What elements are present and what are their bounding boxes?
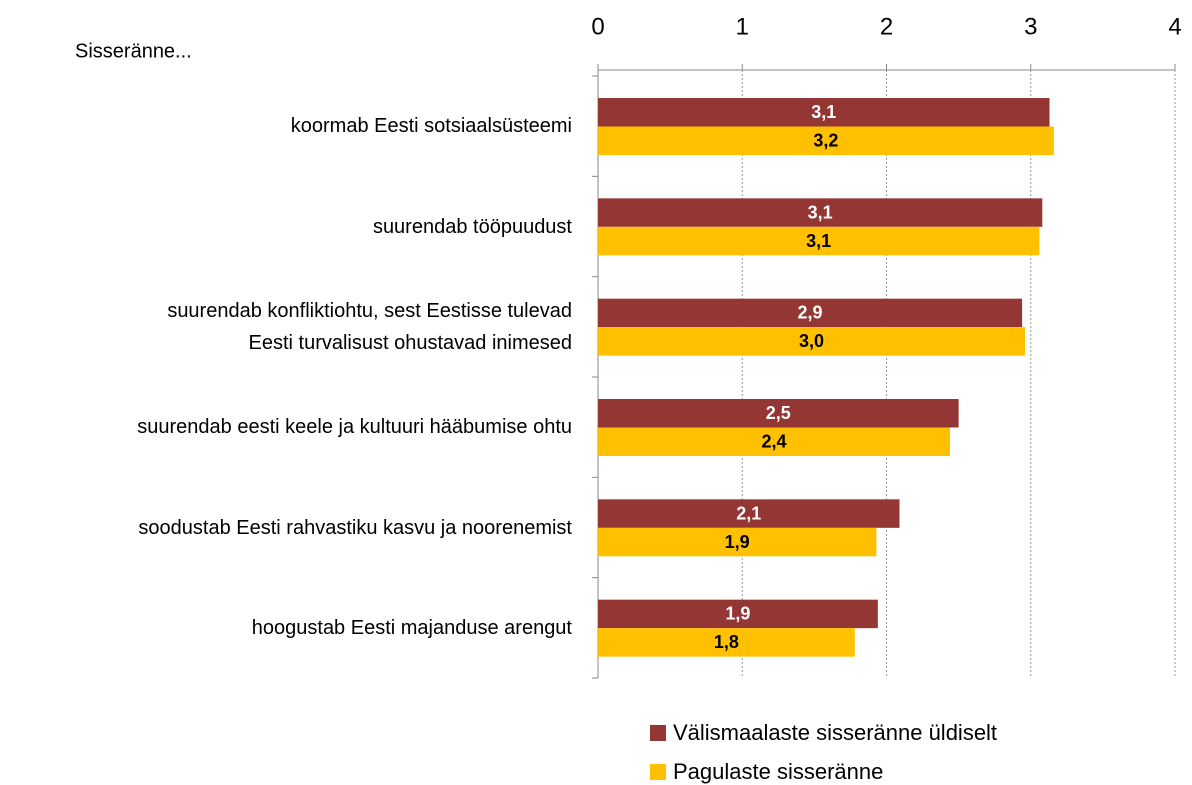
x-tick-label: 3 [1024, 13, 1037, 40]
data-label: 3,2 [813, 131, 838, 151]
bar [598, 527, 877, 557]
chart-subtitle: Sisseränne... [75, 40, 192, 62]
category-label: suurendab konfliktiohtu, sest Eestisse t… [167, 299, 572, 354]
legend-swatch [650, 725, 666, 741]
category-label: koormab Eesti sotsiaalsüsteemi [290, 115, 572, 138]
bar [598, 198, 1043, 227]
data-label: 1,9 [725, 532, 750, 552]
category-label: suurendab tööpuudust [372, 215, 572, 238]
bar [598, 226, 1040, 256]
bar [598, 427, 950, 456]
bar [598, 628, 855, 657]
category-label: suurendab eesti keele ja kultuuri hääbum… [137, 416, 572, 439]
data-label: 2,5 [766, 403, 791, 423]
data-label: 3,0 [799, 331, 824, 351]
data-label: 2,1 [736, 503, 761, 523]
data-label: 1,9 [725, 604, 750, 624]
legend-label: Pagulaste sisseränne [673, 759, 883, 784]
bar [598, 599, 878, 629]
legend-swatch [650, 764, 666, 780]
bar [598, 399, 959, 428]
category-label: hoogustab Eesti majanduse arengut [251, 616, 572, 639]
data-label: 3,1 [811, 102, 836, 122]
x-tick-label: 4 [1168, 13, 1181, 40]
data-label: 3,1 [806, 231, 831, 251]
x-tick-label: 2 [880, 13, 893, 40]
legend-label: Välismaalaste sisseränne üldiselt [673, 720, 997, 745]
bar [598, 98, 1050, 127]
data-label: 1,8 [714, 632, 739, 652]
category-label: soodustab Eesti rahvastiku kasvu ja noor… [138, 516, 572, 539]
data-label: 2,9 [798, 303, 823, 323]
x-tick-label: 1 [736, 13, 749, 40]
bar [598, 327, 1025, 356]
data-label: 2,4 [761, 432, 786, 452]
data-label: 3,1 [808, 202, 833, 222]
bar [598, 126, 1054, 155]
bar [598, 499, 900, 528]
bar [598, 298, 1023, 328]
x-tick-label: 0 [591, 13, 604, 40]
